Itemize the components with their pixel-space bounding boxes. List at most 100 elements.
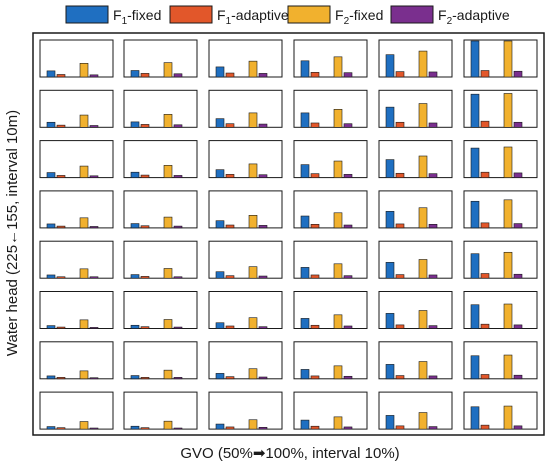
bar-f1_fixed-r5-c3 — [215, 271, 225, 279]
bar-f2_adaptive-r5-c6 — [513, 273, 523, 279]
legend-swatch-f2_adaptive — [390, 5, 434, 24]
legend-swatch-f2_fixed — [287, 5, 331, 24]
bar-f1_adaptive-r1-c5 — [395, 71, 405, 78]
bar-f2_adaptive-r1-c2 — [173, 73, 183, 78]
bar-f2_adaptive-r2-c1 — [89, 125, 99, 128]
bar-f1_fixed-r3-c4 — [300, 164, 310, 178]
panel-r6-c3 — [208, 291, 283, 329]
panel-frame — [123, 190, 198, 229]
panel-frame — [123, 391, 198, 430]
bar-f2_adaptive-r8-c1 — [89, 427, 99, 430]
bar-f2_fixed-r4-c1 — [79, 217, 89, 229]
panel-r1-c5 — [378, 39, 453, 78]
bar-f2_adaptive-r8-c3 — [258, 426, 268, 430]
panel-r3-c5 — [378, 140, 453, 179]
panel-r7-c6 — [463, 341, 538, 380]
legend: F1-fixed F1-adaptive F2-fixed F2-adaptive — [65, 5, 510, 27]
bar-f2_adaptive-r7-c6 — [513, 374, 523, 380]
panel-r8-c4 — [293, 391, 368, 430]
panel-r7-c3 — [208, 341, 283, 380]
bar-f2_fixed-r2-c1 — [79, 114, 89, 128]
bar-f1_adaptive-r7-c2 — [140, 377, 150, 380]
bar-f2_fixed-r7-c1 — [79, 370, 89, 380]
bar-f1_fixed-r5-c1 — [46, 274, 56, 279]
panel-r4-c5 — [378, 190, 453, 229]
bar-f1_fixed-r2-c4 — [300, 112, 310, 128]
bar-f2_adaptive-r1-c1 — [89, 74, 99, 78]
bar-f2_fixed-r8-c3 — [248, 419, 258, 430]
bar-f2_adaptive-r5-c1 — [89, 276, 99, 279]
panel-r5-c4 — [293, 240, 368, 279]
panel-r2-c6 — [463, 89, 538, 128]
bar-f1_adaptive-r8-c5 — [395, 425, 405, 430]
panel-r6-c6 — [463, 291, 538, 329]
bar-f1_fixed-r7-c5 — [385, 364, 395, 380]
bar-f2_fixed-r1-c5 — [418, 50, 428, 78]
bar-f2_adaptive-r4-c3 — [258, 225, 268, 229]
panel-r6-c2 — [123, 291, 198, 329]
bar-f1_adaptive-r4-c4 — [310, 224, 320, 229]
bar-f2_adaptive-r1-c4 — [343, 72, 353, 78]
legend-item-f1_adaptive: F1-adaptive — [169, 5, 289, 27]
bar-f2_adaptive-r4-c5 — [428, 224, 438, 229]
bar-f1_adaptive-r4-c5 — [395, 223, 405, 229]
bar-f1_fixed-r2-c6 — [470, 93, 480, 128]
bar-f1_fixed-r2-c3 — [215, 118, 225, 128]
bar-f2_fixed-r2-c4 — [333, 109, 343, 128]
bar-f1_adaptive-r6-c3 — [225, 325, 235, 329]
bar-f1_adaptive-r2-c4 — [310, 122, 320, 128]
panel-r8-c6 — [463, 391, 538, 430]
panel-r4-c6 — [463, 190, 538, 229]
bar-f2_fixed-r8-c4 — [333, 416, 343, 430]
bar-f2_adaptive-r5-c2 — [173, 276, 183, 279]
bar-f1_adaptive-r3-c5 — [395, 172, 405, 178]
bar-f2_fixed-r1-c1 — [79, 63, 89, 78]
panel-frame — [39, 391, 114, 430]
bar-f1_adaptive-r5-c6 — [480, 273, 490, 279]
bar-f1_adaptive-r4-c1 — [56, 225, 66, 229]
legend-label-f2_fixed: F2-fixed — [335, 7, 383, 27]
bar-f2_fixed-r3-c3 — [248, 163, 258, 178]
bar-f2_fixed-r3-c4 — [333, 160, 343, 178]
bar-f2_fixed-r4-c6 — [503, 199, 513, 229]
panel-r3-c4 — [293, 140, 368, 179]
bar-f2_fixed-r7-c4 — [333, 365, 343, 380]
panel-r5-c2 — [123, 240, 198, 279]
bar-f1_adaptive-r6-c1 — [56, 326, 66, 329]
panel-r3-c2 — [123, 140, 198, 179]
panel-r2-c1 — [39, 89, 114, 128]
bar-f2_fixed-r6-c6 — [503, 303, 513, 329]
bar-f1_fixed-r1-c2 — [130, 70, 140, 78]
panel-r8-c2 — [123, 391, 198, 430]
bar-f2_fixed-r7-c6 — [503, 354, 513, 380]
bar-f2_adaptive-r6-c3 — [258, 326, 268, 329]
bar-f1_fixed-r6-c4 — [300, 318, 310, 329]
panel-frame — [208, 39, 283, 78]
panel-frame — [39, 140, 114, 179]
bar-f1_fixed-r2-c2 — [130, 121, 140, 128]
panel-r5-c6 — [463, 240, 538, 279]
panel-frame — [123, 140, 198, 179]
bar-f1_fixed-r5-c4 — [300, 267, 310, 279]
bar-f2_adaptive-r8-c2 — [173, 427, 183, 430]
bar-f2_adaptive-r7-c5 — [428, 375, 438, 380]
panel-r2-c4 — [293, 89, 368, 128]
bar-f1_fixed-r4-c2 — [130, 223, 140, 229]
bar-f1_fixed-r7-c3 — [215, 373, 225, 380]
bar-f1_fixed-r8-c4 — [300, 419, 310, 430]
bar-f2_fixed-r3-c5 — [418, 155, 428, 178]
panel-frame — [208, 291, 283, 329]
panel-r4-c4 — [293, 190, 368, 229]
panel-r2-c2 — [123, 89, 198, 128]
bar-f2_fixed-r1-c3 — [248, 60, 258, 78]
bar-f2_adaptive-r2-c6 — [513, 121, 523, 128]
bar-f2_adaptive-r5-c5 — [428, 274, 438, 279]
bar-f2_fixed-r5-c6 — [503, 251, 513, 279]
bar-f1_fixed-r5-c5 — [385, 262, 395, 279]
bar-f2_fixed-r5-c3 — [248, 266, 258, 279]
bar-f1_adaptive-r6-c2 — [140, 326, 150, 329]
bar-f2_adaptive-r4-c4 — [343, 224, 353, 229]
panel-r6-c5 — [378, 291, 453, 329]
bar-f2_fixed-r2-c5 — [418, 103, 428, 128]
